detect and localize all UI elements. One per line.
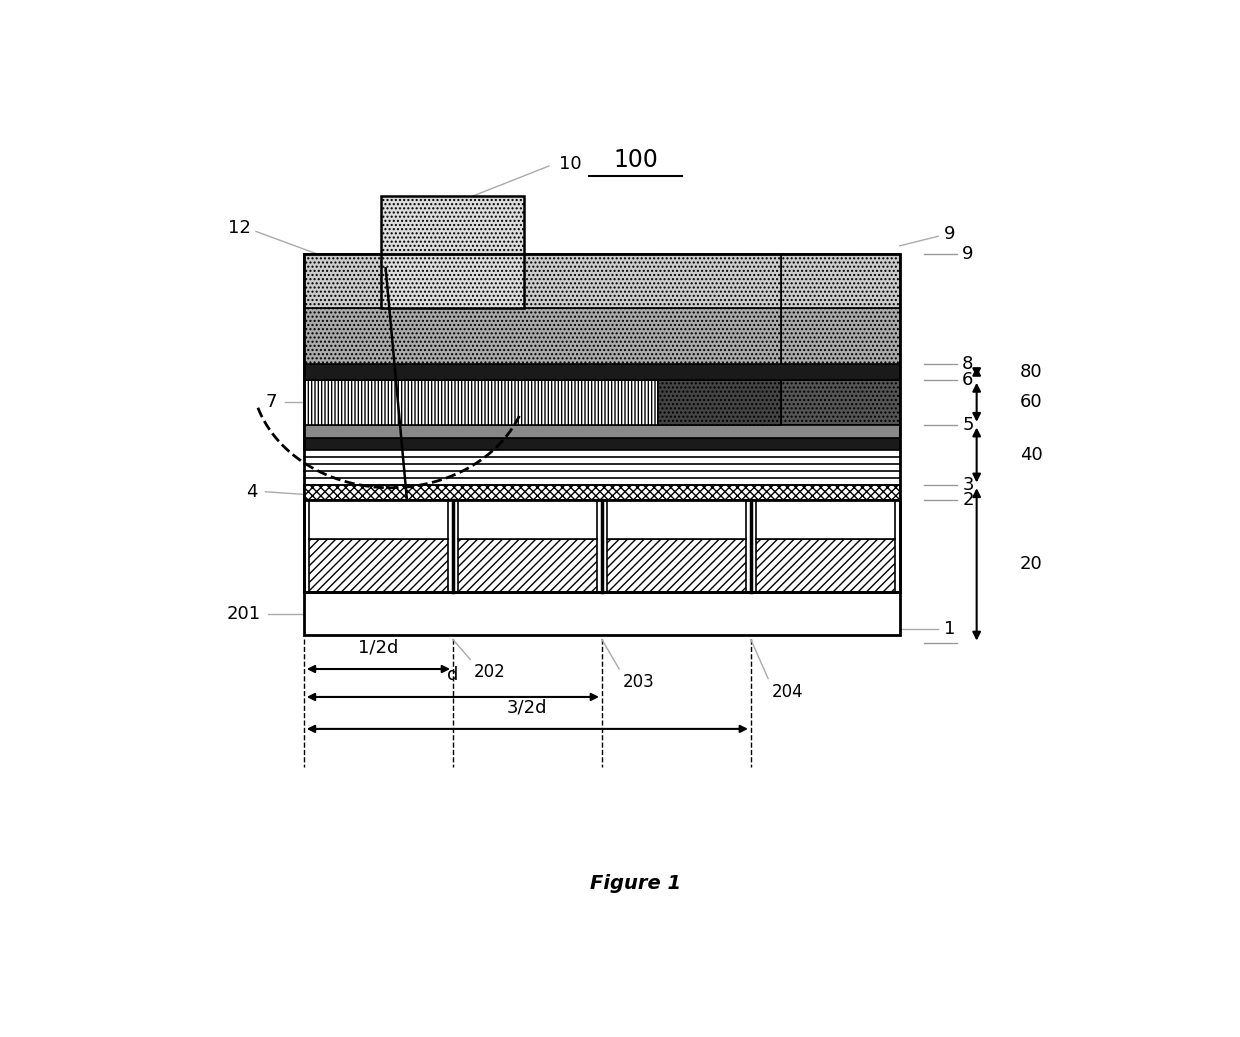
- Text: 2: 2: [962, 491, 973, 509]
- Bar: [304, 254, 900, 591]
- Text: 203: 203: [622, 673, 655, 691]
- Text: Figure 1: Figure 1: [590, 873, 681, 893]
- Bar: [304, 439, 900, 450]
- Text: 80: 80: [1019, 363, 1043, 381]
- Bar: [382, 196, 525, 308]
- Bar: [304, 425, 900, 439]
- Bar: [458, 539, 596, 591]
- Text: d: d: [448, 666, 459, 684]
- Text: 1/2d: 1/2d: [358, 638, 398, 656]
- Bar: [304, 254, 781, 308]
- Bar: [304, 380, 658, 425]
- Text: 202: 202: [474, 664, 506, 681]
- Bar: [304, 485, 900, 500]
- Text: 201: 201: [227, 605, 260, 622]
- Bar: [755, 539, 895, 591]
- Text: 4: 4: [247, 483, 258, 501]
- Bar: [304, 500, 900, 591]
- Bar: [304, 308, 781, 364]
- Bar: [458, 500, 596, 539]
- Text: 12: 12: [228, 219, 250, 237]
- Text: 20: 20: [1019, 556, 1043, 573]
- Bar: [781, 380, 900, 425]
- Text: 3/2d: 3/2d: [507, 698, 548, 717]
- Bar: [304, 364, 900, 380]
- Text: 6: 6: [962, 371, 973, 389]
- Text: 1: 1: [944, 620, 955, 638]
- Bar: [755, 500, 895, 539]
- Text: 5: 5: [962, 416, 973, 433]
- Text: 204: 204: [773, 682, 804, 701]
- Text: 60: 60: [1019, 393, 1043, 412]
- Bar: [781, 308, 900, 380]
- Bar: [781, 254, 900, 308]
- Text: 3: 3: [962, 476, 973, 495]
- Bar: [606, 500, 746, 539]
- Text: 8: 8: [962, 355, 973, 373]
- Bar: [606, 539, 746, 591]
- Text: 9: 9: [944, 225, 956, 243]
- Bar: [309, 539, 448, 591]
- Text: 100: 100: [613, 148, 658, 172]
- Text: 7: 7: [265, 393, 277, 412]
- Bar: [309, 500, 448, 539]
- Bar: [658, 380, 781, 425]
- Text: 9: 9: [962, 245, 973, 262]
- Bar: [304, 591, 900, 636]
- Text: 40: 40: [1019, 446, 1043, 464]
- Text: 10: 10: [558, 156, 582, 173]
